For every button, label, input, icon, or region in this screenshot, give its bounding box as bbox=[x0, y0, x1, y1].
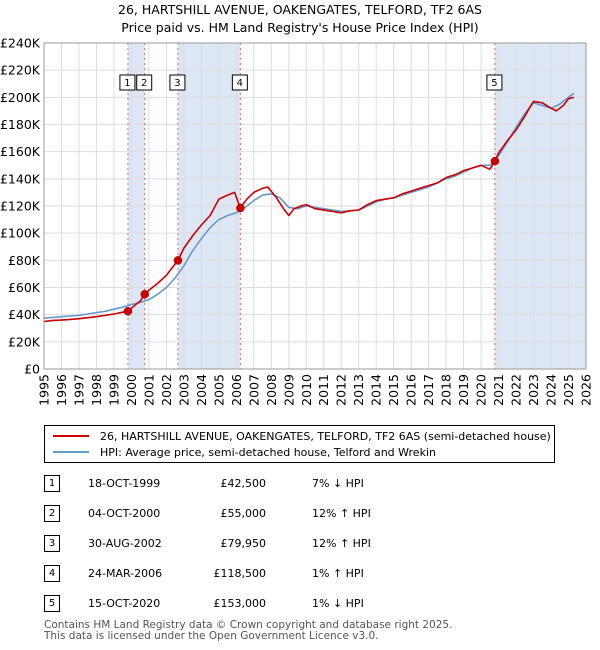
sale-number-box bbox=[231, 74, 248, 91]
sale-row: 1 18-OCT-1999 £42,500 7% ↓ HPI bbox=[44, 475, 384, 495]
sale-hpi-diff: 12% ↑ HPI bbox=[312, 537, 371, 550]
sale-number-badge: 4 bbox=[44, 565, 60, 582]
sale-price: £55,000 bbox=[220, 507, 267, 520]
sale-number-box bbox=[136, 74, 153, 91]
y-tick-label: £40K bbox=[8, 307, 41, 322]
sale-point bbox=[490, 156, 500, 166]
x-tick-label: 2012 bbox=[334, 374, 349, 406]
sale-hpi-diff: 1% ↑ HPI bbox=[312, 567, 364, 580]
y-tick-label: £220K bbox=[0, 63, 41, 78]
x-tick-label: 2004 bbox=[194, 374, 209, 406]
sale-hpi-diff: 12% ↑ HPI bbox=[312, 507, 371, 520]
legend-label-hpi: HPI: Average price, semi-detached house,… bbox=[100, 445, 436, 459]
x-tick-label: 2003 bbox=[176, 374, 191, 406]
sale-date: 18-OCT-1999 bbox=[88, 477, 161, 490]
sale-point bbox=[236, 203, 245, 213]
plot-border bbox=[43, 42, 587, 370]
sale-number-badge: 1 bbox=[44, 475, 60, 492]
footer-copyright: Contains HM Land Registry data © Crown c… bbox=[44, 619, 453, 631]
legend-label-property: 26, HARTSHILL AVENUE, OAKENGATES, TELFOR… bbox=[100, 429, 551, 443]
y-tick-label: £80K bbox=[8, 253, 41, 268]
sale-number-box bbox=[169, 74, 186, 91]
x-tick-label: 2009 bbox=[281, 374, 296, 406]
legend-item-property: 26, HARTSHILL AVENUE, OAKENGATES, TELFOR… bbox=[53, 428, 551, 444]
x-tick-label: 1996 bbox=[54, 374, 69, 406]
sale-price: £118,500 bbox=[213, 567, 267, 580]
x-tick-label: 1998 bbox=[89, 374, 104, 406]
y-tick-label: £160K bbox=[0, 144, 41, 159]
chart-subtitle: Price paid vs. HM Land Registry's House … bbox=[121, 20, 479, 35]
sale-number-badge: 3 bbox=[44, 535, 60, 552]
sale-date: 15-OCT-2020 bbox=[88, 597, 161, 610]
price-chart: £0 £20K £40K £60K £80K £100K £120K £140K £160K £1… bbox=[0, 36, 594, 406]
sale-row: 2 04-OCT-2000 £55,000 12% ↑ HPI bbox=[44, 505, 384, 525]
sale-price: £153,000 bbox=[213, 597, 267, 610]
x-tick-label: 2016 bbox=[404, 374, 419, 406]
legend-item-hpi: HPI: Average price, semi-detached house,… bbox=[53, 444, 436, 460]
y-tick-label: £120K bbox=[0, 199, 41, 214]
sale-row: 4 24-MAR-2006 £118,500 1% ↑ HPI bbox=[44, 565, 384, 585]
x-tick-label: 2015 bbox=[386, 374, 401, 406]
y-tick-label: £100K bbox=[0, 226, 41, 241]
x-tick-label: 2022 bbox=[509, 374, 524, 406]
sale-point bbox=[140, 290, 149, 299]
sale-number-box bbox=[119, 74, 136, 91]
footer-license: This data is licensed under the Open Gov… bbox=[44, 630, 379, 642]
x-tick-label: 2001 bbox=[141, 374, 156, 406]
x-tick-label: 2018 bbox=[439, 374, 454, 406]
x-tick-label: 2010 bbox=[299, 374, 314, 406]
x-tick-label: 2002 bbox=[159, 374, 174, 406]
x-tick-label: 2011 bbox=[316, 374, 331, 406]
sale-point bbox=[123, 307, 133, 316]
sale-date: 24-MAR-2006 bbox=[88, 567, 163, 580]
x-tick-label: 2007 bbox=[246, 374, 261, 406]
sale-price: £42,500 bbox=[220, 477, 267, 490]
x-tick-label: 2000 bbox=[124, 374, 139, 406]
sale-row: 5 15-OCT-2020 £153,000 1% ↓ HPI bbox=[44, 595, 384, 615]
x-tick-label: 1999 bbox=[106, 374, 121, 406]
sale-hpi-diff: 1% ↓ HPI bbox=[312, 597, 364, 610]
sale-date: 04-OCT-2000 bbox=[88, 507, 161, 520]
sale-number-label: 1 bbox=[124, 78, 130, 89]
y-tick-label: £140K bbox=[0, 171, 41, 186]
y-tick-label: £200K bbox=[0, 90, 41, 105]
sale-number-badge: 2 bbox=[44, 505, 60, 522]
x-tick-label: 2023 bbox=[526, 374, 541, 406]
y-tick-label: £0 bbox=[24, 362, 40, 377]
x-tick-label: 2008 bbox=[264, 374, 279, 406]
sale-number-label: 4 bbox=[237, 78, 243, 89]
footer: Contains HM Land Registry data © Crown c… bbox=[44, 620, 452, 642]
x-tick-label: 2026 bbox=[579, 374, 594, 406]
legend-swatch-hpi bbox=[53, 451, 89, 453]
y-tick-label: £180K bbox=[0, 117, 41, 132]
legend-swatch-property bbox=[53, 435, 89, 437]
x-tick-label: 2014 bbox=[369, 374, 384, 406]
y-tick-label: £20K bbox=[8, 334, 41, 349]
x-tick-label: 2021 bbox=[491, 374, 506, 406]
sale-hpi-diff: 7% ↓ HPI bbox=[312, 477, 364, 490]
chart-title: 26, HARTSHILL AVENUE, OAKENGATES, TELFOR… bbox=[118, 2, 482, 17]
x-tick-label: 2024 bbox=[544, 374, 559, 406]
legend: 26, HARTSHILL AVENUE, OAKENGATES, TELFOR… bbox=[44, 425, 555, 463]
sale-date: 30-AUG-2002 bbox=[88, 537, 162, 550]
sale-point bbox=[173, 256, 183, 265]
y-tick-label: £60K bbox=[8, 280, 41, 295]
x-tick-label: 2025 bbox=[561, 374, 576, 406]
sale-price: £79,950 bbox=[220, 537, 267, 550]
sale-row: 3 30-AUG-2002 £79,950 12% ↑ HPI bbox=[44, 535, 384, 555]
x-tick-label: 2020 bbox=[474, 374, 489, 406]
x-tick-label: 2013 bbox=[351, 374, 366, 406]
x-tick-label: 2006 bbox=[229, 374, 244, 406]
x-tick-label: 2017 bbox=[421, 374, 436, 406]
x-tick-label: 2019 bbox=[456, 374, 471, 406]
x-tick-label: 2005 bbox=[211, 374, 226, 406]
sale-number-badge: 5 bbox=[44, 595, 60, 612]
sale-number-label: 3 bbox=[174, 78, 180, 89]
sale-number-label: 2 bbox=[141, 78, 147, 89]
x-tick-label: 1997 bbox=[71, 374, 86, 406]
sale-number-box bbox=[486, 74, 503, 91]
y-tick-label: £240K bbox=[0, 36, 41, 51]
sale-number-label: 5 bbox=[491, 78, 497, 89]
x-tick-label: 1995 bbox=[37, 374, 52, 406]
